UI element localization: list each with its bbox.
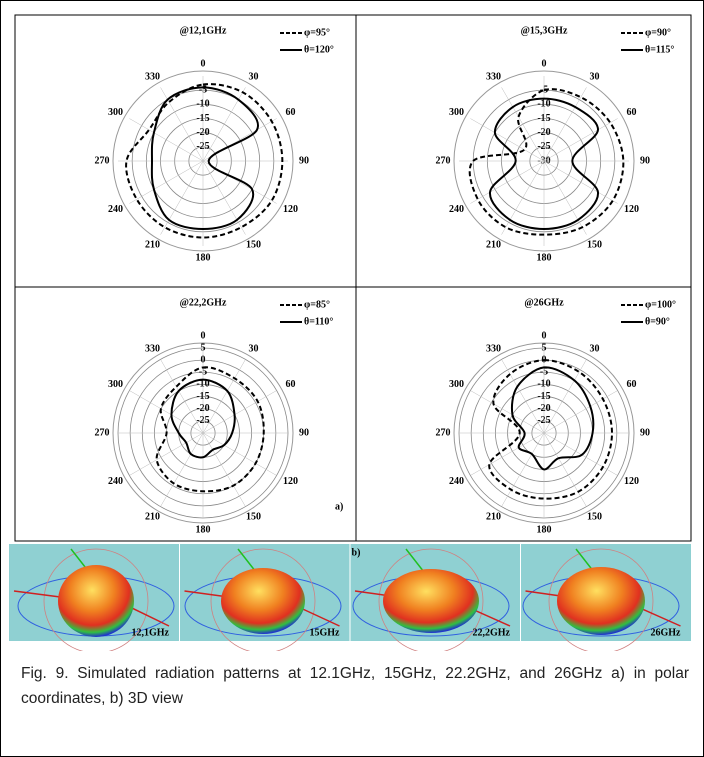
- chart-title: @22,2GHz: [180, 297, 227, 308]
- angle-label: 240: [449, 476, 464, 487]
- angle-label: 90: [299, 155, 309, 166]
- grid-frame: [15, 15, 691, 541]
- angle-label: 330: [486, 343, 501, 354]
- spoke: [129, 161, 203, 204]
- pattern-3d: [221, 568, 305, 634]
- angle-label: 0: [201, 58, 206, 69]
- legend-label: θ=115°: [645, 44, 674, 55]
- angle-label: 60: [285, 379, 295, 390]
- legend-label: φ=90°: [645, 27, 671, 38]
- pattern-3d: [557, 567, 645, 635]
- spoke: [544, 161, 618, 204]
- angle-label: 330: [145, 343, 160, 354]
- legend-label: φ=95°: [304, 27, 330, 38]
- legend-label: θ=90°: [645, 316, 670, 327]
- angle-label: 150: [587, 239, 602, 250]
- angle-label: 30: [249, 343, 259, 354]
- legend-label: φ=85°: [304, 299, 330, 310]
- angle-label: 330: [145, 71, 160, 82]
- angle-label: 300: [108, 107, 123, 118]
- angle-label: 0: [542, 330, 547, 341]
- angle-label: 210: [145, 239, 160, 250]
- panel-label: 22,2GHz: [473, 627, 511, 638]
- angle-label: 270: [436, 155, 451, 166]
- chart-title: @12,1GHz: [180, 25, 227, 36]
- annotation: a): [335, 501, 343, 512]
- angle-label: 30: [590, 71, 600, 82]
- legend-label: θ=110°: [304, 316, 333, 327]
- angle-label: 30: [590, 343, 600, 354]
- angle-label: 300: [449, 379, 464, 390]
- angle-label: 90: [299, 427, 309, 438]
- spoke: [161, 161, 204, 235]
- angle-label: 210: [145, 511, 160, 522]
- angle-label: 240: [108, 204, 123, 215]
- angle-label: 180: [196, 252, 211, 263]
- angle-label: 90: [640, 155, 650, 166]
- angle-label: 210: [486, 511, 501, 522]
- pattern-3d: [58, 565, 134, 637]
- angle-label: 210: [486, 239, 501, 250]
- angle-label: 330: [486, 71, 501, 82]
- angle-label: 300: [449, 107, 464, 118]
- angle-label: 120: [283, 204, 298, 215]
- views-label: b): [352, 547, 361, 558]
- angle-label: 0: [201, 330, 206, 341]
- angle-label: 150: [246, 511, 261, 522]
- chart-title: @15,3GHz: [521, 25, 568, 36]
- angle-label: 120: [624, 476, 639, 487]
- angle-label: 180: [537, 252, 552, 263]
- angle-label: 150: [587, 511, 602, 522]
- pattern-3d: [383, 569, 479, 633]
- spoke: [470, 161, 544, 204]
- angle-label: 90: [640, 427, 650, 438]
- legend-label: θ=120°: [304, 44, 334, 55]
- chart-title: @26GHz: [524, 297, 564, 308]
- angle-label: 60: [285, 107, 295, 118]
- angle-label: 270: [95, 155, 110, 166]
- angle-label: 30: [249, 71, 259, 82]
- spoke: [544, 119, 618, 162]
- charts: @12,1GHz-25-20-15-10-5030609012015018021…: [1, 1, 703, 651]
- legend-label: φ=100°: [645, 299, 676, 310]
- figure: @12,1GHz-25-20-15-10-5030609012015018021…: [0, 0, 704, 757]
- angle-label: 120: [283, 476, 298, 487]
- panel-label: 15GHz: [310, 627, 341, 638]
- angle-label: 240: [449, 204, 464, 215]
- angle-label: 240: [108, 476, 123, 487]
- panel-label: 26GHz: [651, 627, 682, 638]
- panel-label: 12,1GHz: [132, 627, 170, 638]
- angle-label: 270: [436, 427, 451, 438]
- caption: Fig. 9. Simulated radiation patterns at …: [21, 661, 689, 711]
- angle-label: 180: [537, 524, 552, 535]
- spoke: [203, 161, 246, 235]
- angle-label: 60: [626, 379, 636, 390]
- angle-label: 150: [246, 239, 261, 250]
- angle-label: 300: [108, 379, 123, 390]
- angle-label: 180: [196, 524, 211, 535]
- pattern-curve: [157, 367, 264, 491]
- angle-label: 60: [626, 107, 636, 118]
- angle-label: 0: [542, 58, 547, 69]
- angle-label: 270: [95, 427, 110, 438]
- angle-label: 120: [624, 204, 639, 215]
